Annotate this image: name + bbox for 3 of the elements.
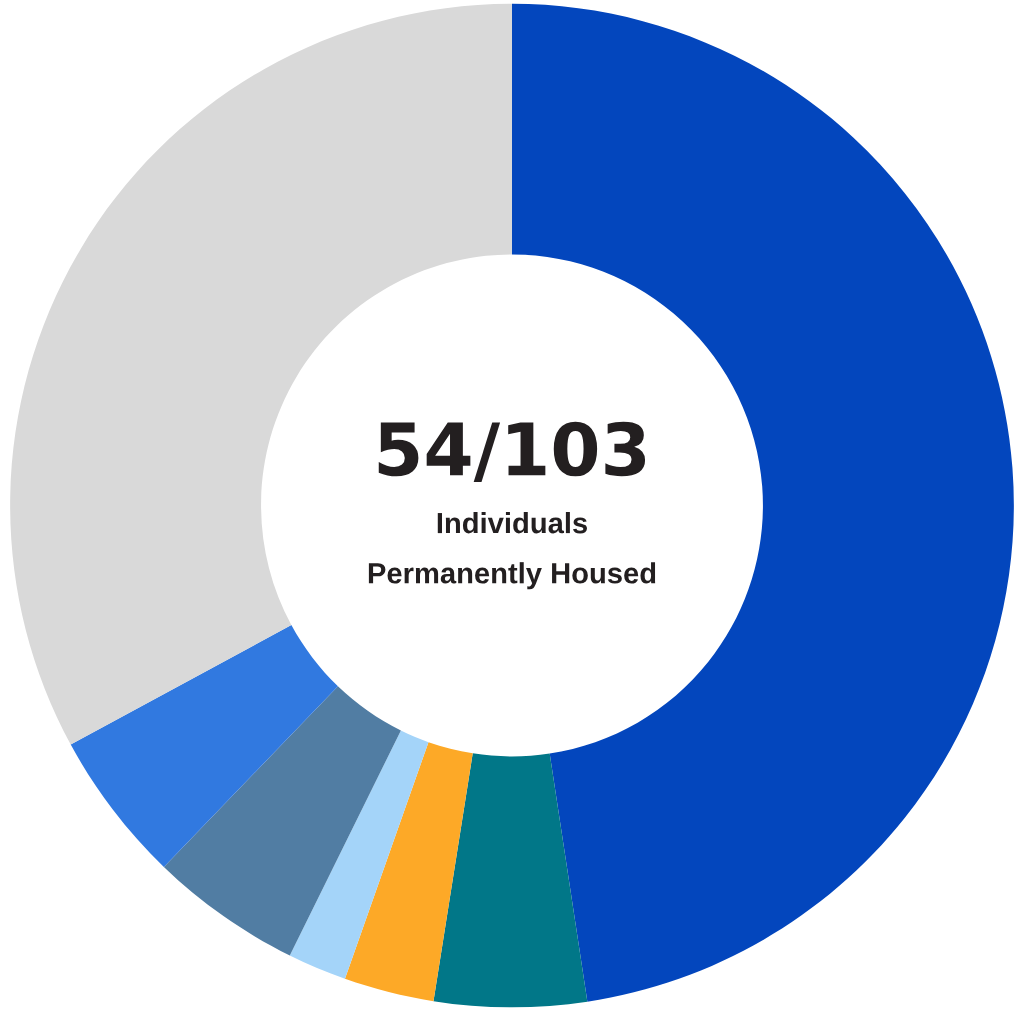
text: Permanently Housed xyxy=(368,562,656,590)
text: 54/103 xyxy=(378,421,646,482)
text: Individuals xyxy=(437,511,587,534)
